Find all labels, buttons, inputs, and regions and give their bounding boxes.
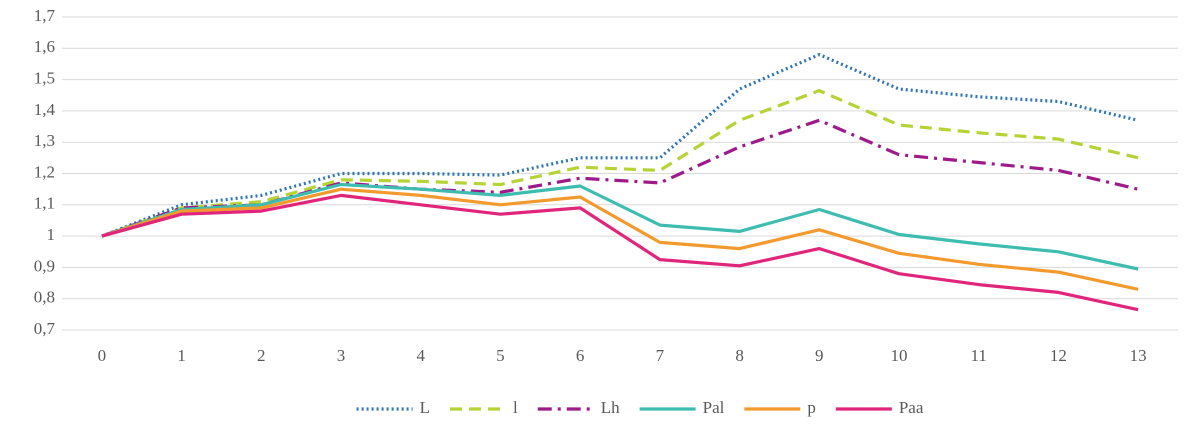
y-tick-label: 1,4 [34, 100, 56, 119]
series-line [101, 187, 1139, 291]
x-tick-label: 5 [496, 346, 505, 365]
x-tick-label: 1 [177, 346, 186, 365]
x-tick-label: 3 [337, 346, 346, 365]
x-tick-label: 2 [257, 346, 266, 365]
legend-label: L [420, 398, 430, 417]
y-tick-label: 0,9 [34, 256, 55, 275]
legend-item: Paa [835, 398, 924, 417]
y-tick-label: 1,1 [34, 194, 55, 213]
x-tick-label: 4 [416, 346, 425, 365]
series-line [101, 182, 1139, 271]
x-tick-label: 0 [98, 346, 107, 365]
y-tick-label: 0,7 [34, 319, 56, 338]
legend-item: l [449, 398, 518, 417]
x-tick-label: 13 [1130, 346, 1147, 365]
y-tick-label: 1,7 [34, 6, 56, 25]
y-tick-label: 1,6 [34, 37, 55, 56]
x-tick-label: 9 [815, 346, 824, 365]
legend-label: l [513, 398, 518, 417]
legend-label: Paa [899, 398, 924, 417]
legend-label: Pal [703, 398, 725, 417]
y-tick-label: 1,3 [34, 131, 55, 150]
series-line [101, 89, 1139, 238]
y-tick-label: 1,5 [34, 69, 55, 88]
y-tick-label: 1 [47, 225, 56, 244]
legend-item: Lh [537, 398, 620, 417]
x-tick-label: 11 [971, 346, 987, 365]
legend-label: Lh [601, 398, 620, 417]
x-tick-label: 10 [891, 346, 908, 365]
x-tick-label: 7 [656, 346, 665, 365]
x-tick-label: 6 [576, 346, 585, 365]
legend-item: L [356, 398, 430, 417]
y-tick-label: 1,2 [34, 162, 55, 181]
y-tick-label: 0,8 [34, 288, 55, 307]
legend-item: Pal [639, 398, 725, 417]
x-tick-label: 8 [735, 346, 744, 365]
legend-item: p [744, 398, 816, 417]
legend-label: p [807, 398, 816, 417]
x-tick-label: 12 [1050, 346, 1067, 365]
series-line [101, 193, 1139, 312]
